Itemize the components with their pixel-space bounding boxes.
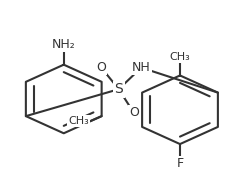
Text: O: O (129, 106, 139, 119)
Text: CH₃: CH₃ (170, 52, 190, 62)
Text: F: F (176, 157, 184, 170)
Text: S: S (114, 82, 123, 96)
Text: NH: NH (132, 61, 150, 74)
Text: CH₃: CH₃ (68, 116, 89, 126)
Text: O: O (96, 61, 106, 74)
Text: NH₂: NH₂ (52, 38, 76, 51)
